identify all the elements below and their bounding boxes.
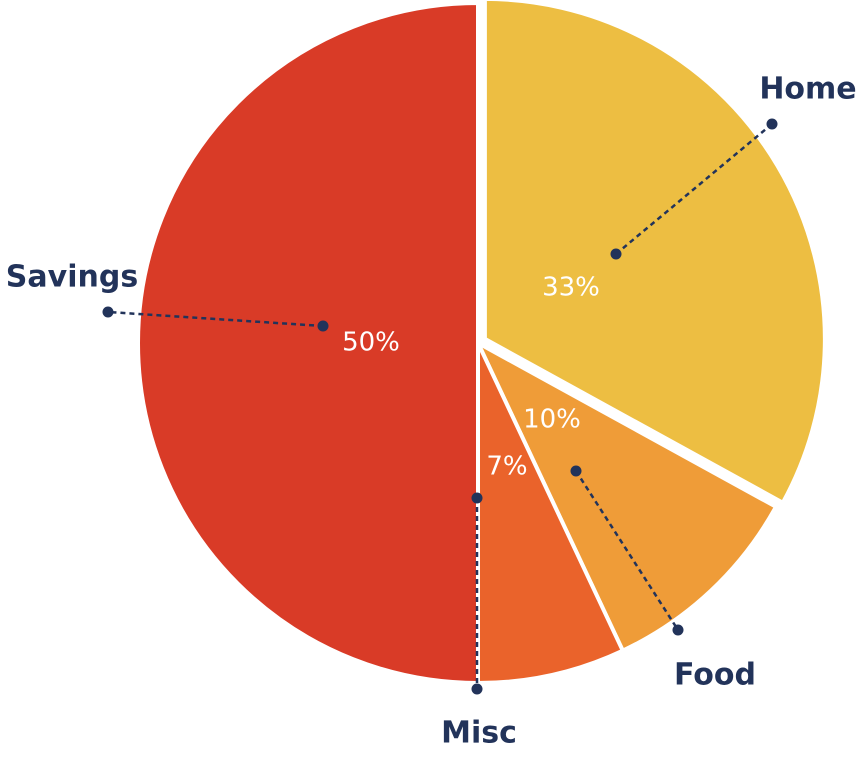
leader-line-food (574, 470, 680, 631)
category-label-food: Food (674, 658, 756, 693)
leader-line-home (615, 123, 773, 255)
leader-dot-food-outer (672, 624, 684, 636)
pie-slice-food (476, 341, 778, 653)
percent-label-misc: 7% (486, 452, 527, 482)
pie-slice-savings (136, 1, 480, 685)
category-label-savings: Savings (6, 260, 138, 295)
percent-label-food: 10% (523, 405, 581, 435)
percent-label-home: 33% (542, 273, 600, 303)
category-label-home: Home (759, 72, 856, 107)
leader-dot-home-outer (766, 118, 778, 130)
pie-slice-home (482, 0, 827, 505)
leader-dot-savings-inner (317, 320, 329, 332)
leader-dot-misc-inner (471, 492, 483, 504)
leader-dot-home-inner (610, 248, 622, 260)
leader-dot-food-inner (570, 465, 582, 477)
leader-dot-savings-outer (102, 306, 114, 318)
pie-slice-misc (476, 341, 625, 685)
percent-label-savings: 50% (342, 328, 400, 358)
category-label-misc: Misc (441, 716, 517, 751)
leader-dot-misc-outer (471, 683, 483, 695)
